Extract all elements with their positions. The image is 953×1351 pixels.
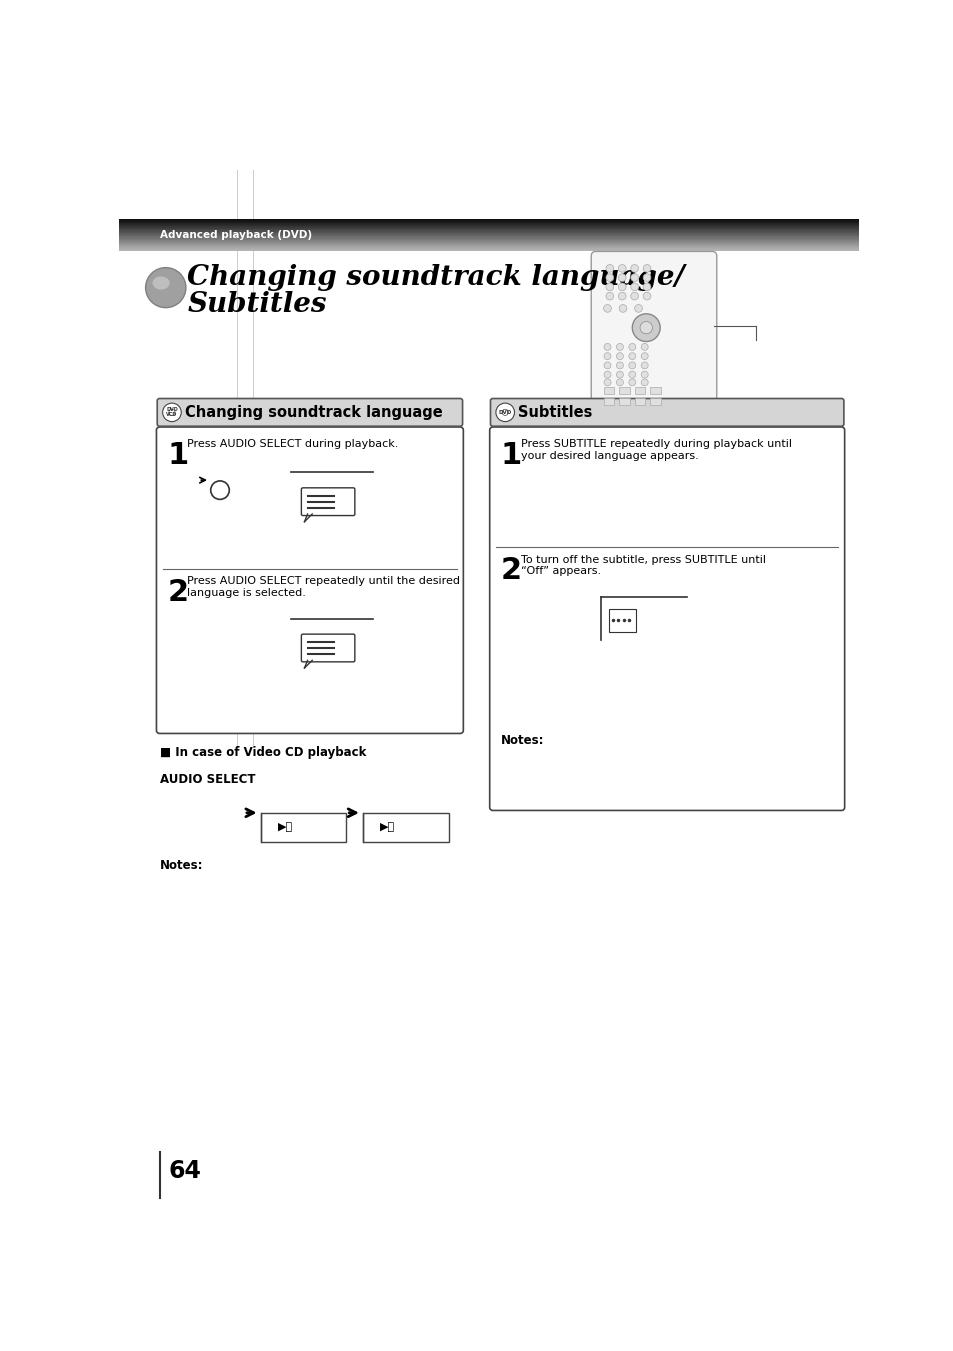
Circle shape bbox=[603, 343, 610, 350]
Circle shape bbox=[616, 343, 622, 350]
Circle shape bbox=[616, 353, 622, 359]
Text: VCD: VCD bbox=[166, 412, 177, 417]
FancyBboxPatch shape bbox=[591, 251, 716, 426]
Circle shape bbox=[169, 409, 174, 416]
Circle shape bbox=[605, 265, 613, 273]
Circle shape bbox=[628, 362, 635, 369]
Bar bbox=[603, 386, 614, 394]
Circle shape bbox=[618, 292, 625, 300]
Text: Press AUDIO SELECT repeatedly until the desired
language is selected.: Press AUDIO SELECT repeatedly until the … bbox=[187, 577, 460, 598]
Circle shape bbox=[630, 282, 638, 290]
Circle shape bbox=[630, 274, 638, 281]
Bar bbox=[634, 397, 645, 405]
Bar bbox=[603, 397, 614, 405]
Circle shape bbox=[162, 403, 181, 422]
Bar bbox=[634, 386, 645, 394]
Circle shape bbox=[630, 292, 638, 300]
Ellipse shape bbox=[146, 267, 186, 308]
Circle shape bbox=[634, 304, 641, 312]
Circle shape bbox=[618, 282, 625, 290]
Circle shape bbox=[605, 274, 613, 281]
Text: 1: 1 bbox=[500, 440, 521, 470]
Circle shape bbox=[603, 353, 610, 359]
Circle shape bbox=[642, 292, 650, 300]
Text: To turn off the subtitle, press SUBTITLE until
“Off” appears.: To turn off the subtitle, press SUBTITLE… bbox=[520, 555, 765, 577]
Bar bbox=[649, 397, 660, 405]
FancyBboxPatch shape bbox=[490, 399, 843, 426]
Circle shape bbox=[603, 304, 611, 312]
Circle shape bbox=[640, 372, 647, 378]
Bar bbox=[608, 609, 636, 632]
Circle shape bbox=[640, 353, 647, 359]
Circle shape bbox=[630, 265, 638, 273]
Text: 64: 64 bbox=[169, 1159, 201, 1183]
Text: ▶：: ▶： bbox=[278, 821, 293, 832]
Text: 2: 2 bbox=[167, 578, 189, 607]
Circle shape bbox=[603, 372, 610, 378]
FancyBboxPatch shape bbox=[301, 488, 355, 516]
Text: ■ In case of Video CD playback: ■ In case of Video CD playback bbox=[159, 746, 366, 759]
Circle shape bbox=[603, 362, 610, 369]
Circle shape bbox=[642, 282, 650, 290]
Circle shape bbox=[501, 409, 508, 416]
FancyBboxPatch shape bbox=[156, 427, 463, 734]
Text: Advanced playback (DVD): Advanced playback (DVD) bbox=[159, 230, 312, 240]
Bar bbox=[618, 397, 629, 405]
Text: Subtitles: Subtitles bbox=[517, 405, 592, 420]
FancyBboxPatch shape bbox=[157, 399, 462, 426]
Bar bbox=[618, 386, 629, 394]
Circle shape bbox=[618, 304, 626, 312]
Circle shape bbox=[642, 274, 650, 281]
Bar bbox=[363, 813, 448, 842]
Text: 2: 2 bbox=[500, 557, 521, 585]
Circle shape bbox=[616, 378, 622, 386]
Circle shape bbox=[640, 378, 647, 386]
Circle shape bbox=[628, 378, 635, 386]
Circle shape bbox=[605, 282, 613, 290]
Circle shape bbox=[640, 362, 647, 369]
Circle shape bbox=[642, 265, 650, 273]
Circle shape bbox=[603, 378, 610, 386]
Circle shape bbox=[496, 403, 514, 422]
Text: Press SUBTITLE repeatedly during playback until
your desired language appears.: Press SUBTITLE repeatedly during playbac… bbox=[520, 439, 791, 461]
Circle shape bbox=[616, 372, 622, 378]
Text: Subtitles: Subtitles bbox=[187, 290, 327, 317]
Text: Notes:: Notes: bbox=[500, 734, 543, 747]
Circle shape bbox=[640, 343, 647, 350]
Ellipse shape bbox=[152, 277, 170, 289]
Circle shape bbox=[632, 313, 659, 342]
Circle shape bbox=[211, 481, 229, 500]
Circle shape bbox=[639, 322, 652, 334]
Text: Changing soundtrack language: Changing soundtrack language bbox=[185, 405, 442, 420]
Text: ▶：: ▶： bbox=[380, 821, 395, 832]
Text: DVD: DVD bbox=[166, 407, 177, 412]
Text: AUDIO SELECT: AUDIO SELECT bbox=[159, 773, 254, 786]
Text: Press AUDIO SELECT during playback.: Press AUDIO SELECT during playback. bbox=[187, 439, 398, 450]
Text: 1: 1 bbox=[167, 440, 189, 470]
Circle shape bbox=[628, 353, 635, 359]
Bar bbox=[261, 813, 346, 842]
Bar bbox=[649, 386, 660, 394]
Circle shape bbox=[605, 292, 613, 300]
Text: Changing soundtrack language/: Changing soundtrack language/ bbox=[187, 263, 684, 290]
Circle shape bbox=[628, 343, 635, 350]
FancyBboxPatch shape bbox=[301, 634, 355, 662]
FancyBboxPatch shape bbox=[489, 427, 843, 811]
Text: DVD: DVD bbox=[498, 409, 512, 415]
Circle shape bbox=[618, 274, 625, 281]
Circle shape bbox=[616, 362, 622, 369]
Circle shape bbox=[628, 372, 635, 378]
Text: Notes:: Notes: bbox=[159, 859, 203, 871]
Circle shape bbox=[618, 265, 625, 273]
